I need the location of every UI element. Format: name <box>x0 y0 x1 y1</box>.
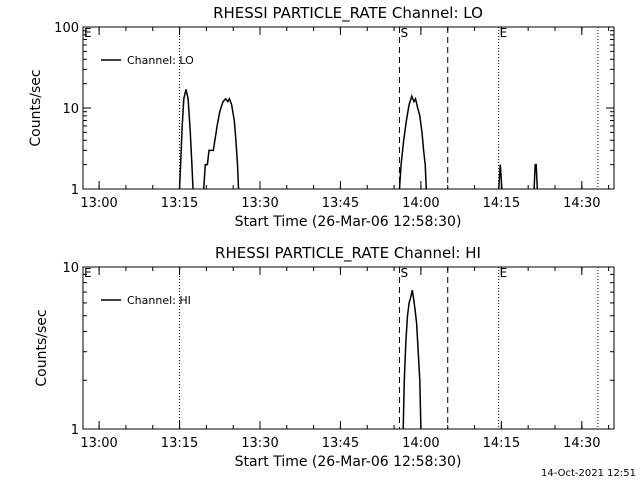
plot-frame-hi <box>82 266 615 430</box>
x-tick-label-hi-1: 13:15 <box>161 436 198 451</box>
x-tick-label-hi-6: 14:30 <box>563 436 600 451</box>
x-tick-label-lo-6: 14:30 <box>563 196 600 211</box>
x-tick-label-lo-0: 13:00 <box>80 196 117 211</box>
y-axis-label-hi: Counts/sec <box>34 309 50 386</box>
marker-label-hi-s-1: S <box>400 266 408 280</box>
series-line-lo-0-0 <box>178 89 194 190</box>
marker-label-lo-e-3: E <box>500 26 508 40</box>
x-tick-label-hi-3: 13:45 <box>322 436 359 451</box>
x-tick-label-hi-0: 13:00 <box>80 436 117 451</box>
footer-timestamp: 14-Oct-2021 12:51 <box>541 468 636 479</box>
y-tick-label-lo-2: 100 <box>54 21 79 36</box>
y-tick-label-lo-1: 10 <box>62 102 79 117</box>
x-axis-label-hi: Start Time (26-Mar-06 12:58:30) <box>235 454 462 470</box>
series-line-lo-0-4 <box>533 163 539 190</box>
chart-title-hi: RHESSI PARTICLE_RATE Channel: HI <box>215 244 481 263</box>
x-tick-label-hi-2: 13:30 <box>241 436 278 451</box>
x-tick-label-lo-5: 14:15 <box>483 196 520 211</box>
series-line-lo-0-1 <box>202 97 240 190</box>
x-tick-label-lo-2: 13:30 <box>241 196 278 211</box>
plot-frame-lo <box>82 26 615 190</box>
marker-label-lo-s-1: S <box>400 26 408 40</box>
y-tick-label-lo-0: 1 <box>71 183 79 198</box>
y-tick-label-hi-1: 10 <box>62 261 79 276</box>
x-tick-label-lo-4: 14:00 <box>402 196 439 211</box>
x-tick-label-hi-5: 14:15 <box>483 436 520 451</box>
chart-title-lo: RHESSI PARTICLE_RATE Channel: LO <box>213 4 483 23</box>
legend-label-lo: Channel: LO <box>127 54 194 67</box>
x-tick-label-lo-1: 13:15 <box>161 196 198 211</box>
y-axis-label-lo: Counts/sec <box>28 69 44 146</box>
x-axis-label-lo: Start Time (26-Mar-06 12:58:30) <box>235 214 462 230</box>
x-tick-label-lo-3: 13:45 <box>322 196 359 211</box>
series-line-hi-0-0 <box>402 289 422 430</box>
x-tick-label-hi-4: 14:00 <box>402 436 439 451</box>
y-tick-label-hi-0: 1 <box>71 423 79 438</box>
marker-label-lo-e-5: E <box>84 26 92 40</box>
legend-label-hi: Channel: HI <box>127 294 191 307</box>
series-line-lo-0-2 <box>398 93 428 190</box>
marker-label-hi-e-5: E <box>84 266 92 280</box>
series-line-lo-0-3 <box>497 164 503 190</box>
marker-label-hi-e-3: E <box>500 266 508 280</box>
